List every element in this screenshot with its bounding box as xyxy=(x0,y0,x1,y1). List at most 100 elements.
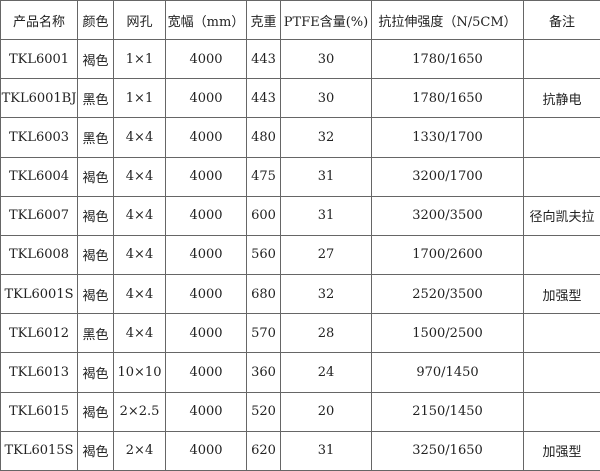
table-row: TKL6012 黑色 4×4 4000 570 28 1500/2500 xyxy=(0,313,600,354)
table-cell: 4000 xyxy=(165,313,247,354)
table-cell: 520 xyxy=(246,391,281,432)
table-cell: 径向凯夫拉 xyxy=(523,195,600,236)
table-cell: 4000 xyxy=(165,117,247,158)
table-cell: 4000 xyxy=(165,78,247,119)
table-row: TKL6007 褐色 4×4 4000 600 31 3200/3500 径向凯夫拉 xyxy=(0,195,600,236)
table-cell: 4×4 xyxy=(113,156,166,197)
table-row: TKL6013 褐色 10×10 4000 360 24 970/1450 xyxy=(0,352,600,393)
table-cell: 30 xyxy=(280,38,372,80)
column-header: PTFE含量(%) xyxy=(280,0,372,40)
table-row: TKL6003 黑色 4×4 4000 480 32 1330/1700 xyxy=(0,117,600,158)
table-cell: 3200/3500 xyxy=(371,195,524,236)
table-cell: 32 xyxy=(280,117,372,158)
table-cell: 360 xyxy=(246,352,281,393)
table-cell: 4×4 xyxy=(113,117,166,158)
table-cell: 黑色 xyxy=(77,78,114,119)
table-cell: TKL6004 xyxy=(0,156,78,197)
table-cell: 3200/1700 xyxy=(371,156,524,197)
table-cell: 1780/1650 xyxy=(371,38,524,80)
table-cell: 475 xyxy=(246,156,281,197)
table-cell: 4000 xyxy=(165,430,247,471)
column-header: 抗拉伸强度（N/5CM） xyxy=(371,0,524,40)
table-cell: 1×1 xyxy=(113,78,166,119)
table-cell: 4000 xyxy=(165,274,247,315)
table-cell: 3250/1650 xyxy=(371,430,524,471)
table-cell: 2×2.5 xyxy=(113,391,166,432)
table-cell: 4×4 xyxy=(113,195,166,236)
table-cell: 褐色 xyxy=(77,274,114,315)
table-cell xyxy=(523,38,600,80)
table-cell: 抗静电 xyxy=(523,78,600,119)
table-row: TKL6015 褐色 2×2.5 4000 520 20 2150/1450 xyxy=(0,391,600,432)
table-cell: TKL6001S xyxy=(0,274,78,315)
table-row: TKL6008 褐色 4×4 4000 560 27 1700/2600 xyxy=(0,234,600,276)
table-cell: 27 xyxy=(280,234,372,276)
table-cell: 4×4 xyxy=(113,274,166,315)
table-cell: 31 xyxy=(280,430,372,471)
table-cell: 30 xyxy=(280,78,372,119)
table-cell: 褐色 xyxy=(77,234,114,276)
table-cell: TKL6015S xyxy=(0,430,78,471)
table-cell: 24 xyxy=(280,352,372,393)
table-row: TKL6001S 褐色 4×4 4000 680 32 2520/3500 加强型 xyxy=(0,274,600,315)
column-header: 备注 xyxy=(523,0,600,40)
table-row: TKL6001 褐色 1×1 4000 443 30 1780/1650 xyxy=(0,38,600,80)
table-cell: 1700/2600 xyxy=(371,234,524,276)
table-cell: 1×1 xyxy=(113,38,166,80)
table-cell: 570 xyxy=(246,313,281,354)
table-cell: TKL6008 xyxy=(0,234,78,276)
column-header: 宽幅（mm） xyxy=(165,0,247,40)
table-row: TKL6001BJ 黑色 1×1 4000 443 30 1780/1650 抗静电 xyxy=(0,78,600,119)
table-cell: 4000 xyxy=(165,352,247,393)
table-cell: 620 xyxy=(246,430,281,471)
table-cell xyxy=(523,313,600,354)
table-cell: 4×4 xyxy=(113,313,166,354)
table-cell: 32 xyxy=(280,274,372,315)
table-cell: 褐色 xyxy=(77,38,114,80)
header-row: 产品名称 颜色 网孔 宽幅（mm） 克重 PTFE含量(%) 抗拉伸强度（N/5CM） 备注 xyxy=(0,0,600,40)
table-cell: 31 xyxy=(280,156,372,197)
column-header: 克重 xyxy=(246,0,281,40)
table-cell: TKL6007 xyxy=(0,195,78,236)
table-cell: 黑色 xyxy=(77,117,114,158)
table-cell: 褐色 xyxy=(77,352,114,393)
table-row: TKL6015S 褐色 2×4 4000 620 31 3250/1650 加强型 xyxy=(0,430,600,471)
table-cell: 20 xyxy=(280,391,372,432)
table-cell: 1780/1650 xyxy=(371,78,524,119)
table-cell xyxy=(523,156,600,197)
table-cell: 4×4 xyxy=(113,234,166,276)
table-cell: 28 xyxy=(280,313,372,354)
table-cell: 1330/1700 xyxy=(371,117,524,158)
table-cell: 560 xyxy=(246,234,281,276)
table-cell: TKL6012 xyxy=(0,313,78,354)
table-cell xyxy=(523,234,600,276)
table-cell: TKL6015 xyxy=(0,391,78,432)
column-header: 网孔 xyxy=(113,0,166,40)
table-cell: 2520/3500 xyxy=(371,274,524,315)
column-header: 产品名称 xyxy=(0,0,78,40)
table-cell: 970/1450 xyxy=(371,352,524,393)
table-cell: 4000 xyxy=(165,38,247,80)
table-cell: 1500/2500 xyxy=(371,313,524,354)
table-cell: 4000 xyxy=(165,195,247,236)
table-cell: TKL6003 xyxy=(0,117,78,158)
table-cell: 680 xyxy=(246,274,281,315)
table-cell: 443 xyxy=(246,78,281,119)
table-cell: 加强型 xyxy=(523,274,600,315)
table-cell: 600 xyxy=(246,195,281,236)
table-cell xyxy=(523,117,600,158)
table-cell: 443 xyxy=(246,38,281,80)
table-cell: 10×10 xyxy=(113,352,166,393)
table-cell: 480 xyxy=(246,117,281,158)
table-cell: 褐色 xyxy=(77,430,114,471)
table-cell: 4000 xyxy=(165,156,247,197)
table-cell: TKL6001BJ xyxy=(0,78,78,119)
table-cell: 黑色 xyxy=(77,313,114,354)
table-cell: 31 xyxy=(280,195,372,236)
table-cell: 褐色 xyxy=(77,391,114,432)
table-cell: 褐色 xyxy=(77,195,114,236)
table-cell: 4000 xyxy=(165,391,247,432)
table-cell: 2150/1450 xyxy=(371,391,524,432)
table-cell: 4000 xyxy=(165,234,247,276)
